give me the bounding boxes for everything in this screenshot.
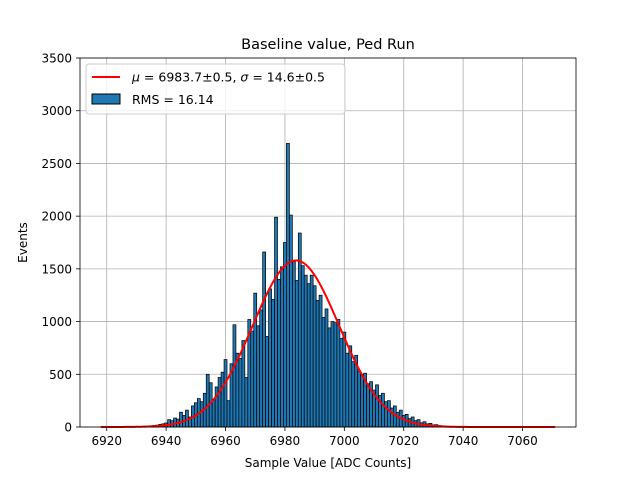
histogram-bar — [211, 399, 216, 428]
y-tick-label: 500 — [49, 368, 72, 382]
histogram-bar — [238, 358, 243, 428]
histogram-bar — [387, 400, 391, 428]
histogram-bar — [265, 335, 269, 428]
x-axis-ticks: 6920 6940 6960 6980 7000 7020 7040 7060 — [91, 427, 538, 448]
histogram-bar — [244, 377, 249, 428]
histogram-bar — [336, 319, 341, 428]
histogram-bar — [306, 283, 311, 428]
x-tick-label: 6980 — [270, 434, 301, 448]
histogram-bar — [217, 377, 222, 428]
y-tick-label: 1500 — [41, 262, 72, 276]
histogram-bar — [375, 384, 379, 428]
histogram-bar — [303, 274, 308, 428]
x-tick-label: 6960 — [210, 434, 241, 448]
histogram-bar — [342, 331, 347, 428]
histogram-bar — [357, 370, 362, 428]
histogram-bar — [315, 300, 320, 428]
histogram-bar — [205, 373, 210, 428]
histogram-bar — [348, 345, 353, 428]
x-axis-label: Sample Value [ADC Counts] — [245, 456, 411, 470]
y-tick-label: 3500 — [41, 52, 72, 66]
legend-sigma-symbol: σ — [240, 70, 249, 85]
histogram-bar — [292, 261, 296, 428]
histogram-bar — [300, 265, 305, 428]
histogram-bar — [283, 242, 287, 428]
legend-sigma-value: = 14.6±0.5 — [248, 70, 325, 85]
histogram-bar — [333, 322, 338, 428]
histogram-bar — [339, 338, 344, 428]
histogram-bar — [179, 411, 183, 428]
histogram-bar — [345, 352, 350, 428]
legend-mu-symbol: μ — [131, 70, 140, 85]
x-tick-label: 6920 — [91, 434, 122, 448]
x-tick-label: 6940 — [151, 434, 182, 448]
x-tick-label: 7000 — [329, 434, 360, 448]
histogram-bar — [381, 392, 385, 428]
histogram-bar — [226, 400, 231, 428]
legend-hist-swatch — [91, 93, 121, 105]
histogram-bar — [312, 285, 317, 428]
chart-title: Baseline value, Ped Run — [241, 37, 415, 53]
x-tick-label: 7040 — [448, 434, 479, 448]
histogram-bar — [274, 216, 278, 428]
histogram-bar — [167, 419, 171, 428]
histogram-bar — [351, 361, 356, 428]
legend: μ = 6983.7±0.5, σ = 14.6±0.5 RMS = 16.14 — [85, 63, 346, 115]
histogram-bar — [199, 401, 204, 428]
histogram-bar — [277, 279, 281, 428]
histogram-bar — [395, 411, 400, 428]
histogram-bar — [259, 309, 264, 428]
histogram-bar — [280, 266, 284, 428]
histogram-bar — [324, 308, 329, 428]
axes-frame — [79, 57, 577, 428]
histogram-bar — [232, 324, 237, 428]
legend-fit-label: μ = 6983.7±0.5, σ = 14.6±0.5 — [131, 70, 325, 85]
histogram-bar — [223, 359, 228, 428]
histogram-bar — [262, 251, 266, 428]
histogram-bar — [253, 292, 258, 428]
x-tick-label: 7020 — [388, 434, 419, 448]
histogram-bar — [366, 383, 370, 428]
y-axis-ticks: 0 500 1000 1500 2000 2500 3000 3500 — [41, 52, 80, 435]
y-axis-label: Events — [16, 222, 30, 263]
legend-hist-label: RMS = 16.14 — [132, 92, 214, 107]
legend-box — [85, 63, 346, 115]
histogram-bar — [289, 214, 293, 428]
histogram-bar — [327, 327, 332, 428]
histogram-bar — [318, 294, 323, 428]
legend-mu-value: = 6983.7±0.5, — [140, 70, 240, 85]
y-tick-label: 3000 — [41, 104, 72, 118]
y-tick-label: 2000 — [41, 210, 72, 224]
histogram-bar — [241, 340, 246, 428]
histogram-bar — [401, 415, 406, 428]
y-tick-label: 0 — [64, 421, 72, 435]
histogram-bar — [268, 288, 272, 428]
histogram-bar — [294, 280, 299, 428]
histogram-bar — [330, 321, 335, 428]
y-tick-label: 2500 — [41, 157, 72, 171]
histogram-bar — [220, 371, 225, 428]
histogram-bar — [250, 330, 255, 428]
histogram-bar — [271, 299, 275, 428]
histogram-bar — [309, 274, 314, 428]
histogram-bar — [360, 373, 364, 428]
y-tick-label: 1000 — [41, 315, 72, 329]
histogram-bar — [286, 143, 290, 428]
x-tick-label: 7060 — [507, 434, 538, 448]
histogram-bar — [256, 325, 261, 428]
histogram-bar — [321, 317, 326, 428]
